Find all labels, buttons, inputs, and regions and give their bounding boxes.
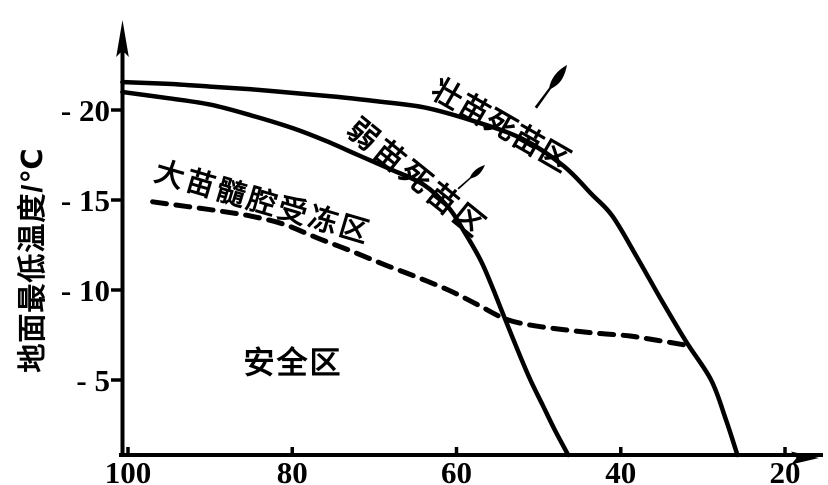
x-axis-arrow-icon xyxy=(791,451,819,465)
up-right-arrow-icon xyxy=(457,165,485,190)
x-tick-label: 20 xyxy=(770,455,801,485)
curves xyxy=(120,79,740,458)
axes xyxy=(116,20,823,465)
y-axis-title: 地面最低温度/℃ xyxy=(16,147,49,372)
region-label-safe-zone: 安全区 xyxy=(244,346,343,381)
y-tick-label: - 10 xyxy=(61,273,110,308)
y-tick-label: - 15 xyxy=(61,183,110,218)
annotation-arrows xyxy=(457,65,567,190)
y-axis-arrow-icon xyxy=(116,20,129,57)
x-tick-label: 60 xyxy=(441,455,472,485)
y-tick-label: - 5 xyxy=(76,363,110,398)
y-tick-label: - 20 xyxy=(61,93,110,128)
y-axis-ticks: - 20 - 15 - 10 - 5 xyxy=(61,93,122,398)
region-label-pith-cavity-freeze-zone: 大苗髓腔受冻区 xyxy=(151,154,375,250)
x-axis-ticks: 100 80 60 40 20 xyxy=(105,447,801,485)
x-tick-label: 40 xyxy=(605,455,636,485)
strong-seedling-death-curve xyxy=(120,79,740,458)
region-label-strong-seedling-death-zone: 壮苗死苗区 xyxy=(426,73,577,179)
x-tick-label: 100 xyxy=(105,455,152,485)
weak-seedling-death-curve xyxy=(120,89,571,458)
pith-cavity-freeze-curve xyxy=(150,199,693,349)
x-tick-label: 80 xyxy=(277,455,308,485)
up-right-arrow-icon xyxy=(534,65,567,109)
